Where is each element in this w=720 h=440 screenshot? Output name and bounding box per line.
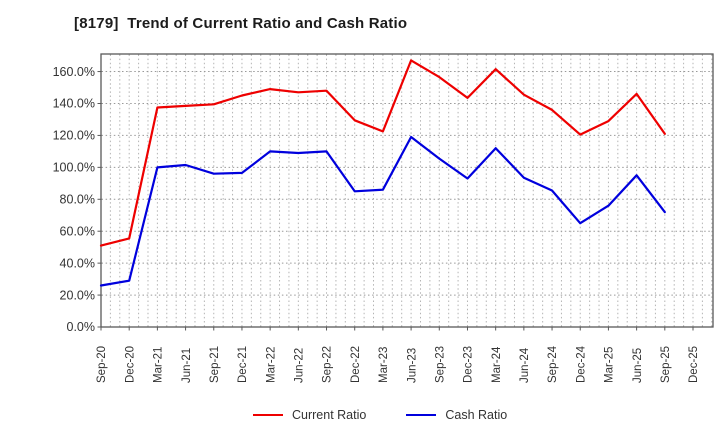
x-axis-label: Sep-20	[96, 346, 108, 383]
x-axis-label: Dec-22	[350, 346, 362, 383]
x-axis-label: Dec-24	[575, 345, 587, 383]
y-axis-label: 40.0%	[60, 256, 95, 270]
cash-ratio-swatch-icon	[406, 414, 437, 417]
legend-item-cash-ratio: Cash Ratio	[406, 409, 507, 422]
x-axis-label: Jun-21	[181, 348, 193, 383]
legend-label: Cash Ratio	[445, 408, 508, 422]
x-axis-label: Sep-21	[209, 346, 221, 383]
x-axis-label: Sep-22	[322, 346, 334, 383]
legend-item-current-ratio: Current Ratio	[253, 409, 366, 422]
x-axis-label: Jun-24	[519, 347, 531, 383]
y-axis-label: 20.0%	[60, 288, 95, 302]
legend: Current Ratio Cash Ratio	[253, 409, 507, 422]
legend-label: Current Ratio	[292, 408, 367, 422]
y-axis-label: 120.0%	[53, 129, 95, 143]
x-axis-label: Jun-22	[294, 348, 306, 383]
x-axis-label: Mar-21	[153, 347, 165, 383]
x-axis-label: Sep-24	[547, 345, 559, 383]
x-axis-label: Dec-23	[463, 346, 475, 383]
y-axis-label: 140.0%	[53, 97, 95, 111]
x-axis-label: Dec-25	[688, 346, 700, 383]
plot-border	[100, 53, 714, 328]
x-axis-label: Jun-25	[632, 348, 644, 383]
current-ratio-line	[99, 59, 666, 247]
x-axis-label: Mar-22	[265, 347, 277, 383]
y-axis-label: 60.0%	[60, 224, 95, 238]
current-ratio-swatch-icon	[253, 414, 283, 417]
x-axis-label: Dec-21	[237, 346, 249, 383]
y-axis-label: 80.0%	[60, 192, 95, 206]
y-axis-label: 100.0%	[53, 161, 95, 175]
x-axis-label: Mar-25	[604, 347, 616, 383]
cash-ratio-line	[99, 135, 666, 287]
x-axis-label: Sep-23	[434, 346, 446, 383]
y-axis-label: 160.0%	[53, 65, 95, 79]
chart-title: [8179] Trend of Current Ratio and Cash R…	[74, 15, 408, 32]
x-axis-label: Mar-23	[378, 347, 390, 383]
x-axis-label: Jun-23	[406, 348, 418, 383]
x-axis-label: Dec-20	[124, 346, 136, 383]
y-axis-label: 0.0%	[67, 320, 96, 334]
x-axis-label: Sep-25	[660, 346, 672, 383]
x-axis-label: Mar-24	[491, 346, 503, 383]
